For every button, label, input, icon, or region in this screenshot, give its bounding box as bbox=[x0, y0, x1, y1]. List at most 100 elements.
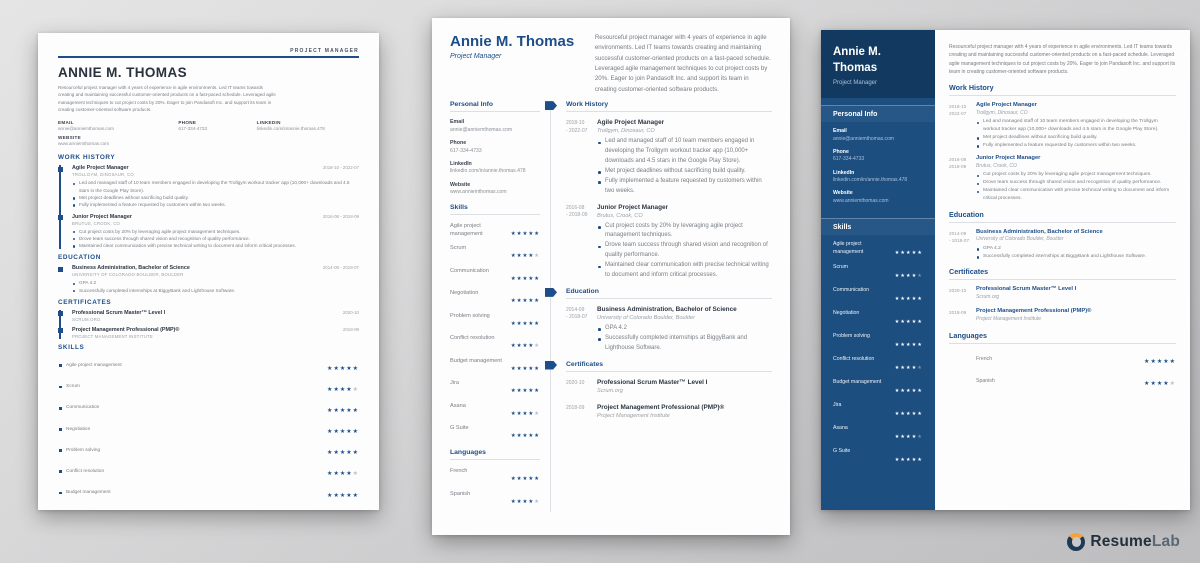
language-stars: ★★★★★ bbox=[1144, 381, 1176, 388]
contact-website: Website www.anniemthomas.com bbox=[821, 190, 935, 205]
skill-row: G Suite ★★★★★ bbox=[821, 448, 935, 466]
job-dates: 2018-10 - 2022-07 bbox=[322, 165, 359, 171]
bullet-item: Maintained clear communication with prec… bbox=[72, 242, 359, 249]
bullet-item: Fully implemented a feature requested by… bbox=[72, 201, 359, 208]
resumelab-logo[interactable]: ResumeLab bbox=[1067, 533, 1180, 551]
skill-row: Asana ★★★★★ bbox=[450, 402, 540, 420]
section-heading-label: Education bbox=[566, 287, 599, 295]
language-name: French bbox=[450, 468, 468, 475]
bullet-item: Led and managed staff of 10 team members… bbox=[72, 179, 359, 194]
certificate-issuer: Scrum.org bbox=[976, 293, 1000, 300]
skill-stars: ★★★★★ bbox=[510, 343, 540, 350]
section-heading-skills: Skills bbox=[821, 218, 935, 236]
summary-text: Resourceful project manager with 4 years… bbox=[594, 34, 771, 93]
language-row: French ★★★★★ bbox=[949, 350, 1176, 368]
linkedin-label: LinkedIn bbox=[833, 169, 855, 176]
job-title: Junior Project Manager bbox=[976, 155, 1041, 162]
certificate-date: 2018-09 bbox=[566, 404, 585, 411]
right-column: Work History 2018-10 - 2022-07 Agile Pro… bbox=[545, 101, 772, 513]
resume-template-sidebar[interactable]: Annie M. Thomas Project Manager Personal… bbox=[821, 30, 1190, 510]
contact-phone: Phone 617-334-4733 bbox=[178, 120, 256, 131]
date-to: 2018-09 bbox=[949, 164, 967, 170]
skill-row: Conflict resolution ★★★★★ bbox=[450, 334, 540, 352]
skill-row: Communication ★★★★★ bbox=[821, 287, 935, 305]
skill-name: Conflict resolution bbox=[450, 335, 495, 342]
language-row: French ★★★★★ bbox=[450, 467, 540, 485]
linkedin-label: LinkedIn bbox=[450, 160, 472, 167]
skill-name: Jira bbox=[450, 380, 460, 387]
skill-stars: ★★★★★ bbox=[327, 386, 359, 393]
date-to: 2022-07 bbox=[949, 111, 967, 117]
bullet-item: Drove team success through shared vision… bbox=[597, 241, 772, 261]
bullet-item: Successfully completed internships at Bi… bbox=[976, 253, 1176, 261]
skill-stars: ★★★★★ bbox=[327, 450, 359, 457]
section-heading-certificates: Certificates bbox=[58, 298, 112, 306]
section-heading-label: Work History bbox=[566, 101, 609, 109]
summary-text: Resourceful project manager with 4 years… bbox=[58, 85, 276, 113]
skill-name: Negotiation bbox=[58, 427, 90, 432]
job-title: Agile Project Manager bbox=[72, 165, 129, 172]
education-bullets: GPA 4.2 Successfully completed internship… bbox=[597, 324, 772, 354]
skill-name: Budget management bbox=[58, 490, 111, 495]
skill-stars: ★★★★★ bbox=[510, 365, 540, 372]
job-entry: Agile Project Manager 2018-10 - 2022-07 … bbox=[57, 165, 359, 208]
resume-template-two-column[interactable]: Annie M. Thomas Project Manager Resource… bbox=[432, 18, 790, 535]
skill-name: Communication bbox=[833, 287, 870, 294]
website-value: www.anniemthomas.com bbox=[58, 140, 110, 146]
role-title: Project Manager bbox=[450, 53, 502, 60]
skill-name: Scrum bbox=[450, 245, 467, 252]
skill-stars: ★★★★★ bbox=[894, 250, 923, 257]
work-history-timeline: Agile Project Manager 2018-10 - 2022-07 … bbox=[57, 165, 359, 250]
skill-name: Scrum bbox=[833, 264, 848, 271]
company-name: Brutus, Crook, CO bbox=[597, 212, 643, 219]
phone-value: 617-334-4733 bbox=[450, 147, 482, 154]
skill-stars: ★★★★★ bbox=[894, 365, 923, 372]
section-heading-work-history: Work History bbox=[949, 83, 1176, 96]
person-name: Annie M. Thomas bbox=[833, 46, 881, 74]
header-divider bbox=[58, 56, 359, 58]
website-value: www.anniemthomas.com bbox=[833, 197, 889, 204]
skill-row: Asana ★★★★★ bbox=[821, 425, 935, 443]
certificate-name: Professional Scrum Master™ Level I bbox=[976, 286, 1077, 293]
email-value: annie@anniemthomas.com bbox=[450, 126, 513, 133]
certificate-date: 2020-10 bbox=[566, 379, 585, 386]
certificate-name: Project Management Professional (PMP)® bbox=[976, 308, 1092, 315]
bullet-item: GPA 4.2 bbox=[72, 279, 359, 286]
bookmark-icon bbox=[545, 360, 557, 370]
bullet-item: Met project deadlines without sacrificin… bbox=[597, 167, 772, 177]
certificate-date: 2018-09 bbox=[342, 326, 359, 332]
skills-list: Agile project management ★★★★★ Scrum ★★★… bbox=[821, 241, 935, 471]
identity-block: Annie M. Thomas Project Manager bbox=[450, 33, 574, 95]
skill-name: Problem solving bbox=[58, 448, 100, 453]
resumelab-logo-text: ResumeLab bbox=[1090, 533, 1180, 551]
skill-name: Agile project management bbox=[833, 241, 864, 255]
skill-stars: ★★★★★ bbox=[510, 253, 540, 260]
job-dates: 2016-08 2018-09 bbox=[949, 155, 976, 202]
skill-name: Budget management bbox=[450, 357, 502, 364]
section-heading-certificates: Certificates bbox=[545, 360, 772, 372]
date-to: - 2022-07 bbox=[566, 127, 588, 134]
linkedin-value: linkedin.com/in/annie.thomas.478 bbox=[450, 168, 526, 175]
section-heading-education: Education bbox=[58, 254, 101, 262]
languages-list: French ★★★★★ Spanish ★★★★★ bbox=[450, 467, 540, 508]
skill-stars: ★★★★★ bbox=[510, 410, 540, 417]
job-bullets: Cut project costs by 20% by leveraging a… bbox=[597, 222, 772, 281]
person-name: Annie M. Thomas bbox=[58, 65, 187, 80]
job-entry: 2016-08 - 2018-09 Junior Project Manager… bbox=[566, 204, 772, 281]
bullet-item: Successfully completed internships at Bi… bbox=[597, 334, 772, 354]
skill-row: Communication ★★★★★ bbox=[58, 397, 359, 418]
skill-name: Communication bbox=[450, 267, 489, 274]
job-bullets: Led and managed staff of 10 team members… bbox=[72, 179, 359, 208]
resume-template-classic[interactable]: Project Manager Annie M. Thomas Resource… bbox=[38, 33, 379, 510]
skill-row: Problem solving ★★★★★ bbox=[821, 333, 935, 351]
job-entry: 2018-10 2022-07 Agile Project Manager Tr… bbox=[949, 102, 1176, 149]
date-from: 2016-08 bbox=[566, 204, 585, 211]
contact-website: Website www.anniemthomas.com bbox=[58, 135, 359, 146]
contact-email: Email annie@anniemthomas.com bbox=[450, 119, 540, 134]
contact-phone: Phone 617-334-4733 bbox=[450, 140, 540, 155]
contact-linkedin: LinkedIn linkedin.com/in/annie.thomas.47… bbox=[450, 161, 540, 176]
language-name: Spanish bbox=[976, 378, 995, 385]
job-entry: 2016-08 2018-09 Junior Project Manager B… bbox=[949, 155, 1176, 202]
skill-row: Negotiation ★★★★★ bbox=[821, 310, 935, 328]
section-heading-personal-info: Personal Info bbox=[450, 101, 540, 113]
